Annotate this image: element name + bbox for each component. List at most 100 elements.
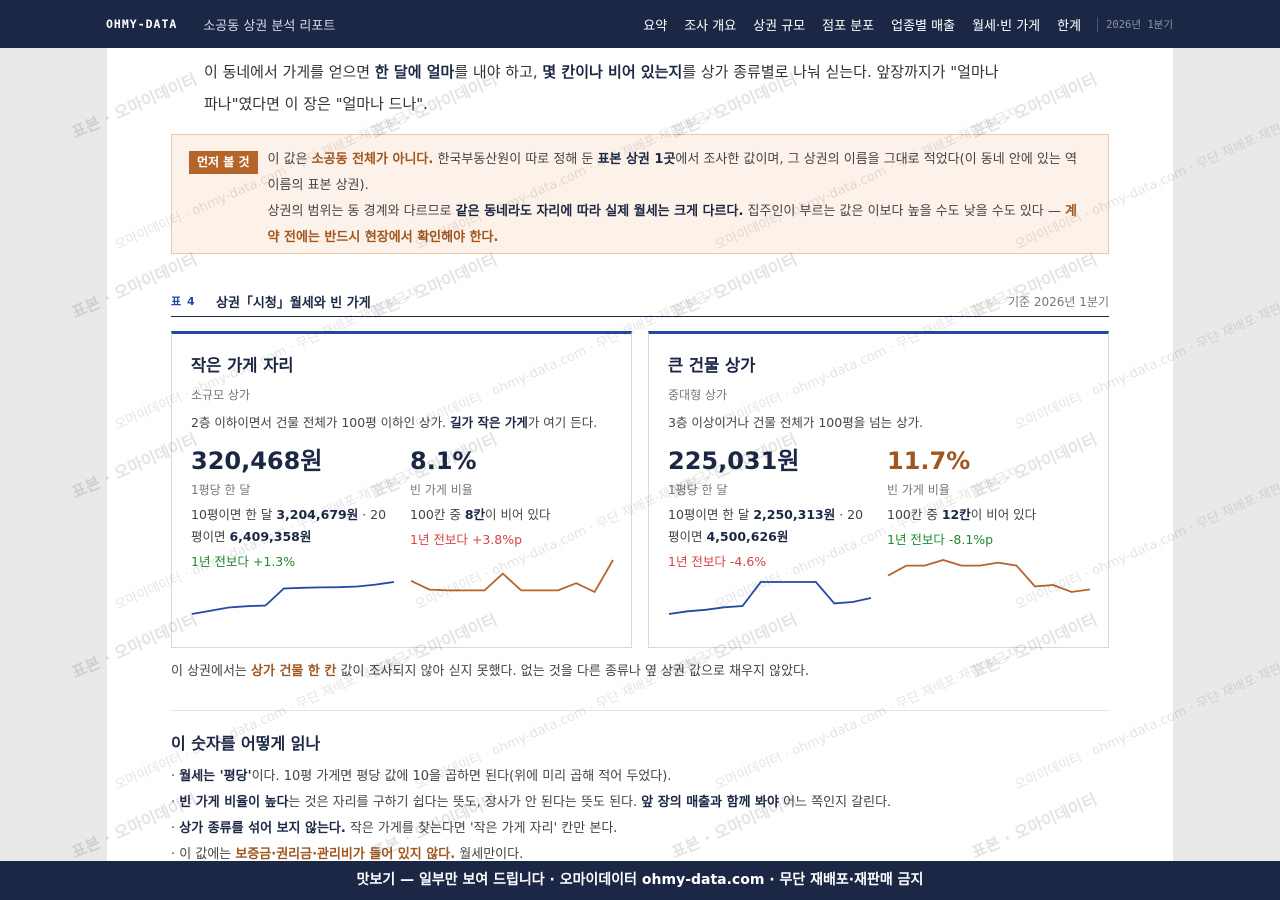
text-run: 10평이면 한 달 <box>668 507 754 522</box>
top-nav: OHMY-DATA 소공동 상권 분석 리포트 요약 조사 개요 상권 규모 점포 분… <box>0 0 1280 48</box>
sparkline <box>410 559 614 594</box>
metric-change: 1년 전보다 +3.8%p <box>410 532 523 547</box>
text-run: 상권의 범위는 동 경계와 다르므로 <box>267 204 456 219</box>
text-run: 이 비어 있다 <box>485 507 551 522</box>
notice-paragraph: 상권의 범위는 동 경계와 다르므로 같은 동네라도 자리에 따라 실제 월세는… <box>268 199 1088 251</box>
nav-item[interactable]: 점포 분포 <box>822 18 875 34</box>
metric-detail: 10평이면 한 달 2,250,313원 · 20평이면 4,500,626원 <box>668 504 872 548</box>
text-run: 앞 장의 매출과 함께 봐야 <box>641 795 779 810</box>
text-run: · 20평이면 <box>191 507 387 544</box>
guide-item: 이 값에는 보증금·권리금·관리비가 들어 있지 않다. 월세만이다. <box>171 842 891 868</box>
text-run: 4,500,626원 <box>706 529 789 544</box>
preview-banner: 맛보기 — 일부만 보여 드립니다 · 오마이데이터 ohmy-data.com… <box>0 861 1280 900</box>
text-run: 8칸 <box>464 507 486 522</box>
notice: 먼저 볼 것 이 값은 소공동 전체가 아니다. 한국부동산원이 따로 정해 둔… <box>171 134 1109 254</box>
text-run: 이다. 10평 가게면 평당 값에 10을 곱하면 된다(위에 미리 곱해 적어… <box>251 769 672 784</box>
trend-line <box>887 559 1091 593</box>
card-title: 큰 건물 상가 <box>668 356 756 375</box>
report-title: 소공동 상권 분석 리포트 <box>203 18 336 34</box>
guide-list: 월세는 '평당'이다. 10평 가게면 평당 값에 10을 곱하면 된다(위에 … <box>171 764 891 868</box>
text-run: 표본 상권 1곳 <box>597 152 676 167</box>
text-run: 소공동 전체가 아니다. <box>311 152 434 167</box>
notice-tag: 먼저 볼 것 <box>189 151 258 174</box>
table-number: 표 4 <box>171 295 196 308</box>
text-run: 100칸 중 <box>410 507 465 522</box>
text-run: 이 비어 있다 <box>970 507 1037 522</box>
text-run: 작은 가게를 찾는다면 '작은 가게 자리' 칸만 본다. <box>345 821 618 836</box>
guide-title: 이 숫자를 어떻게 읽나 <box>171 734 321 753</box>
text-run: 6,409,358원 <box>229 529 312 544</box>
notice-text: 이 값은 소공동 전체가 아니다. 한국부동산원이 따로 정해 둔 표본 상권 … <box>268 147 1088 253</box>
text-run: 를 내야 하고, <box>454 63 543 81</box>
metric-detail: 10평이면 한 달 3,204,679원 · 20평이면 6,409,358원 <box>191 504 395 548</box>
text-run: 가 여기 든다. <box>527 415 598 430</box>
intro: 이 동네에서 가게를 얻으면 한 달에 얼마를 내야 하고, 몇 칸이나 비어 … <box>204 56 1004 120</box>
text-run: · 20평이면 <box>668 507 864 544</box>
text-run: 상가 건물 한 칸 <box>251 664 337 679</box>
text-run: 같은 동네라도 자리에 따라 실제 월세는 크게 다르다. <box>455 204 744 219</box>
metric-change: 1년 전보다 -8.1%p <box>887 532 994 547</box>
metric-caption: 빈 가게 비율 <box>410 483 473 497</box>
nav-inner: OHMY-DATA 소공동 상권 분석 리포트 요약 조사 개요 상권 규모 점포 분… <box>106 0 1173 48</box>
text-run: 집주인이 부르는 값은 이보다 높을 수도 낮을 수도 있다 — <box>743 204 1065 219</box>
text-run: 상가 종류를 섞어 보지 않는다. <box>179 821 346 836</box>
guide-item: 상가 종류를 섞어 보지 않는다. 작은 가게를 찾는다면 '작은 가게 자리'… <box>171 816 891 842</box>
card-subtitle: 중대형 상가 <box>668 388 728 402</box>
text-run: 어느 쪽인지 갈린다. <box>778 795 892 810</box>
card: 작은 가게 자리 소규모 상가 2층 이하이면서 건물 전체가 100평 이하인 상… <box>171 331 632 648</box>
metric-caption: 1평당 한 달 <box>668 483 728 497</box>
text-run: 를 상가 종류별로 나눠 싣는다. 앞장까지가 "얼마나 파나"였다면 이 장은… <box>204 63 999 113</box>
nav-item[interactable]: 한계 <box>1057 18 1082 34</box>
text-run: 10평이면 한 달 <box>191 507 277 522</box>
text-run: 에서 조사한 값이며, 그 상권의 이름을 그대로 적었다(이 동네 안에 있는… <box>267 152 1077 193</box>
metric-value: 320,468원 <box>191 447 323 475</box>
metric-caption: 빈 가게 비율 <box>887 483 950 497</box>
nav-item[interactable]: 조사 개요 <box>684 18 737 34</box>
text-run: 이 동네에서 가게를 얻으면 <box>204 63 375 81</box>
text-run: 2,250,313원 <box>753 507 836 522</box>
text-run: 월세만이다. <box>455 847 524 862</box>
metric: 320,468원 1평당 한 달 10평이면 한 달 3,204,679원 · 20… <box>191 443 395 616</box>
metrics: 320,468원 1평당 한 달 10평이면 한 달 3,204,679원 · 20… <box>191 443 614 616</box>
sparkline <box>191 581 395 615</box>
text-run: 보증금·권리금·관리비가 들어 있지 않다. <box>235 847 456 862</box>
metric-caption: 1평당 한 달 <box>191 483 251 497</box>
guide-item: 월세는 '평당'이다. 10평 가게면 평당 값에 10을 곱하면 된다(위에 … <box>171 764 891 790</box>
text-run: 이 값은 <box>267 152 312 167</box>
metric-value: 225,031원 <box>668 447 800 475</box>
trend-line <box>191 581 395 615</box>
text-run: 3,204,679원 <box>276 507 359 522</box>
text-run: 계약 전에는 반드시 현장에서 확인해야 한다. <box>267 204 1077 245</box>
metric: 11.7% 빈 가게 비율 100칸 중 12칸이 비어 있다 1년 전보다 -8.1… <box>887 443 1091 616</box>
notice-paragraph: 이 값은 소공동 전체가 아니다. 한국부동산원이 따로 정해 둔 표본 상권 … <box>268 147 1088 199</box>
table-basis: 기준 2026년 1분기 <box>1007 294 1109 309</box>
metric: 225,031원 1평당 한 달 10평이면 한 달 2,250,313원 · 20… <box>668 443 872 616</box>
nav-item[interactable]: 업종별 매출 <box>891 18 956 34</box>
text-run: 한국부동산원이 따로 정해 둔 <box>433 152 598 167</box>
text-run: 3층 이상이거나 건물 전체가 100평을 넘는 상가. <box>668 415 924 430</box>
card-title: 작은 가게 자리 <box>191 356 294 375</box>
card-subtitle: 소규모 상가 <box>191 388 251 402</box>
nav-item[interactable]: 월세·빈 가게 <box>972 18 1041 34</box>
trend-line <box>668 581 872 615</box>
metric-value: 11.7% <box>887 447 971 475</box>
sparkline <box>668 581 872 615</box>
nav-items: 요약 조사 개요 상권 규모 점포 분포 업종별 매출 월세·빈 가게 한계 <box>643 15 1081 34</box>
table-title: 상권「시청」월세와 빈 가게 <box>216 295 371 311</box>
metric-detail: 100칸 중 8칸이 비어 있다 <box>410 504 614 526</box>
nav-item[interactable]: 상권 규모 <box>753 18 806 34</box>
text-run: 이 값에는 <box>179 847 236 862</box>
text-run: 몇 칸이나 비어 있는지 <box>542 63 683 81</box>
brand[interactable]: OHMY-DATA <box>106 17 178 31</box>
text-run: 길가 작은 가게 <box>450 415 528 430</box>
table-heading: 표 4 상권「시청」월세와 빈 가게 기준 2026년 1분기 <box>171 286 1109 317</box>
card-description: 3층 이상이거나 건물 전체가 100평을 넘는 상가. <box>668 413 1089 433</box>
text-run: 월세는 '평당' <box>179 769 252 784</box>
text-run: 이 상권에서는 <box>171 664 252 679</box>
period: 2026년 1분기 <box>1097 16 1173 32</box>
metric-detail: 100칸 중 12칸이 비어 있다 <box>887 504 1091 526</box>
nav-item[interactable]: 요약 <box>643 18 668 34</box>
content: 이 동네에서 가게를 얻으면 한 달에 얼마를 내야 하고, 몇 칸이나 비어 … <box>107 48 1173 900</box>
